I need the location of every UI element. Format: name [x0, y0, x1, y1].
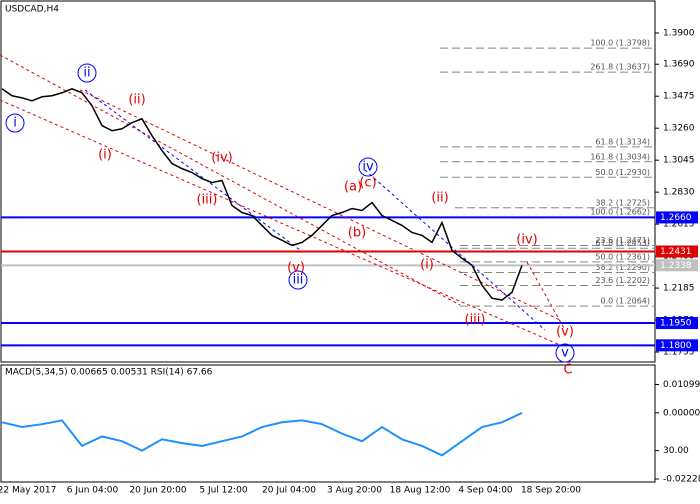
level-tag [656, 317, 698, 330]
wave-circle [288, 270, 308, 290]
channel [79, 89, 561, 321]
y-tick-label: 1.3045 [663, 156, 695, 166]
fib-label: 61.8 (1.2453) [595, 239, 650, 248]
x-tick-label: 20 Jul 04:00 [262, 486, 316, 496]
price-line [1, 87, 523, 301]
fib-label: 38.2 (1.2725) [595, 198, 650, 207]
wave-circle [358, 157, 378, 177]
level-label: 1.1800 [660, 341, 692, 351]
indicator-tick-label: 0.01099 [663, 380, 700, 390]
y-tick-label: 1.2830 [663, 188, 695, 198]
fib-label: 0.0 (1.2064) [601, 297, 651, 306]
x-tick-label: 18 Sep 20:00 [521, 486, 581, 496]
y-tick-label: 1.1755 [663, 348, 695, 358]
fib-label: 23.6 (1.2471) [595, 236, 650, 245]
wave-circle [77, 63, 97, 83]
indicator-title: MACD(5,34,5) 0.00665 0.00531 RSI(14) 67.… [5, 368, 213, 378]
wave-label: (i) [98, 148, 112, 163]
y-tick-label: 1.3260 [663, 124, 695, 134]
indicator-tick-label: -0.02228 [663, 475, 700, 485]
fib-label: 50.0 (1.2930) [595, 168, 650, 177]
wave-label: (v) [287, 261, 305, 276]
wave-label: (c) [359, 176, 376, 191]
level-label: 1.1950 [660, 319, 692, 329]
rsi-line [1, 411, 523, 457]
main-frame [0, 0, 656, 363]
wave-label: (a) [344, 180, 362, 195]
x-tick-label: 22 May 2017 [0, 486, 56, 496]
fib-label: 161.8 (1.3034) [590, 152, 650, 161]
wave-label: (iii) [465, 313, 486, 328]
indicator-tick-label: 30.00 [663, 446, 689, 456]
fib-label: 100.0 (1.3798) [590, 39, 650, 48]
wave-label: (iii) [197, 193, 218, 208]
wave-label: (ii) [431, 191, 448, 206]
x-tick-label: 6 Jun 04:00 [67, 486, 119, 496]
level-label: 1.2431 [660, 247, 692, 257]
x-tick-label: 4 Sep 04:00 [458, 486, 513, 496]
wave-label: i [13, 116, 17, 131]
wave-label: iv [362, 160, 374, 175]
wave-circle [5, 113, 25, 133]
y-tick-label: 1.3690 [663, 60, 695, 70]
fib-label: 61.8 (1.3134) [595, 137, 650, 146]
fib-label: 50.0 (1.2361) [595, 252, 650, 261]
level-tag [656, 339, 698, 352]
wave-label: v [561, 346, 569, 361]
wave-label: (iv) [211, 151, 232, 166]
y-tick-label: 1.3900 [663, 28, 695, 38]
fib-label: 38.2 (1.2290) [595, 263, 650, 272]
wave-circle [555, 343, 575, 363]
level-tag [656, 211, 698, 224]
wave-label: ii [83, 66, 90, 81]
level-label: 1.2338 [660, 261, 692, 271]
level-label: 1.2660 [660, 213, 692, 223]
wave-label: (i) [420, 258, 434, 273]
fib-label: 100.0 (1.2662) [590, 208, 650, 217]
y-tick-label: 1.3475 [663, 92, 695, 102]
x-tick-label: 3 Aug 20:00 [327, 486, 382, 496]
fib-label: 23.6 (1.2202) [595, 276, 650, 285]
wave-label: (v) [556, 325, 574, 340]
fib-label: 261.8 (1.3637) [590, 63, 650, 72]
level-tag [656, 259, 698, 272]
level-tag [656, 245, 698, 258]
forecast [526, 261, 566, 331]
x-tick-label: 5 Jul 12:00 [199, 486, 248, 496]
indicator-frame [0, 364, 656, 483]
channel [84, 89, 301, 251]
wave-label: iii [293, 273, 304, 288]
chart-title: USDCAD,H4 [5, 5, 59, 15]
x-tick-label: 18 Aug 12:00 [390, 486, 451, 496]
y-tick-label: 1.2185 [663, 284, 695, 294]
indicator-tick-label: 0.00000 [663, 408, 700, 418]
channel [364, 169, 546, 331]
wave-label: (iv) [516, 233, 537, 248]
x-tick-label: 20 Jun 20:00 [129, 486, 186, 496]
wave-label: C [563, 363, 572, 378]
wave-label: (ii) [128, 93, 145, 108]
y-tick-label: 1.2615 [663, 220, 695, 230]
wave-label: (b) [348, 226, 366, 241]
